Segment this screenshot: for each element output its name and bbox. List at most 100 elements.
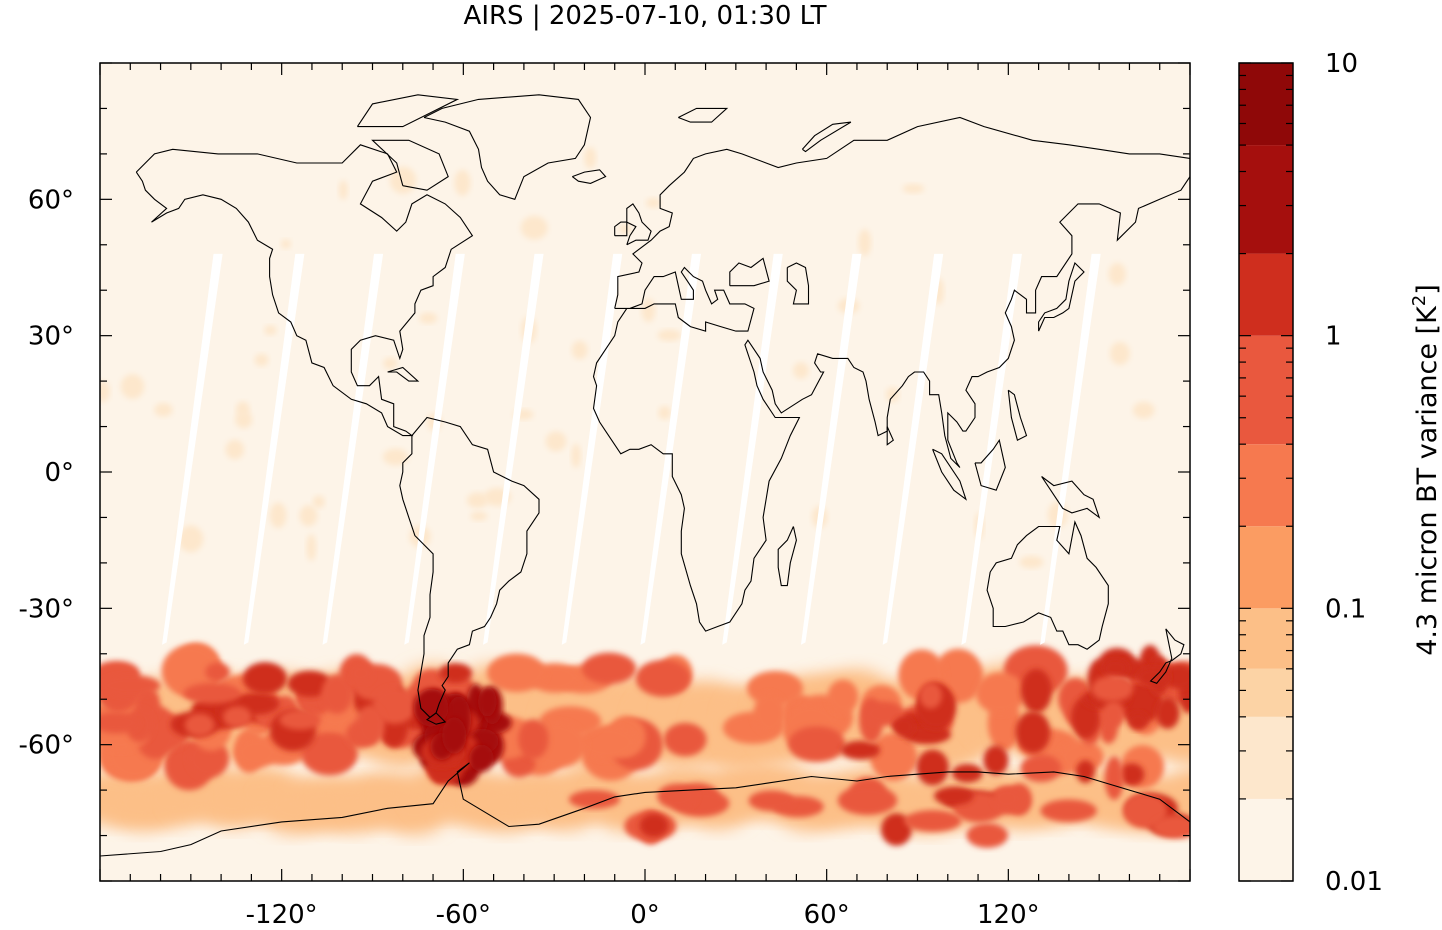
y-tick-label: 30° [28,322,74,352]
australia-coast [986,520,1109,650]
variance-blob [454,169,471,196]
colorbar-band [1239,668,1293,717]
variance-blob [983,745,1009,776]
variance-blob [748,790,795,811]
variance-blob [1155,696,1180,729]
colorbar-tick-label: 10 [1325,49,1358,79]
antarctica-coast [100,762,1190,857]
colorbar-tick-label: 1 [1325,322,1342,352]
variance-blob [902,725,951,745]
x-tick-labels: -120° -60° 0° 60° 120° [246,900,1040,930]
variance-blob [520,215,548,240]
japan-coast [1038,261,1085,332]
x-tick-label: 0° [630,900,660,930]
variance-blob [287,670,333,697]
variance-blob [886,387,900,403]
colorbar-bands [1239,63,1293,881]
variance-blob [1108,262,1126,286]
colorbar: 10 1 0.1 0.01 4.3 micron BT variance [K2] [1238,49,1442,897]
variance-blob [657,783,698,809]
orbit-gap [961,253,1022,645]
variance-blob [1102,701,1125,728]
variance-blob [916,749,949,786]
orbit-gap [162,253,223,645]
variance-blob [657,329,682,342]
x-tick-label: 120° [977,900,1040,930]
orbit-gap [882,253,944,645]
variance-blob [312,495,325,509]
variance-blob [100,380,110,402]
variance-blob [951,764,983,783]
variance-blob [469,744,494,772]
orbit-gap [640,253,702,645]
variance-blob [1119,763,1145,786]
colorbar-band [1239,608,1293,669]
variance-blob [635,659,691,697]
colorbar-band [1239,253,1293,336]
variance-blob [100,711,140,734]
variance-blob [183,682,242,704]
variance-blob [663,722,707,757]
black-sea-coast [729,257,770,287]
colorbar-band [1239,444,1293,527]
orbit-gaps [162,253,1101,645]
variance-blob [864,701,905,726]
y-tick-label: 0° [44,458,74,488]
variance-blob [1020,754,1062,783]
variance-blob [840,740,881,760]
colorbar-band [1239,526,1293,609]
x-tick-label: -120° [246,900,318,930]
variance-blob [120,374,145,399]
coastlines [100,94,1190,857]
colorbar-frame [1238,62,1294,882]
british-isles-coast [626,203,652,246]
variance-blob [299,505,318,527]
variance-blob [658,406,672,420]
cuba-coast [387,366,420,382]
variance-blob [154,402,173,417]
variance-blob [242,662,288,695]
madagascar-coast [777,526,797,587]
orbit-gap [722,253,783,645]
variance-blob [568,789,620,809]
variance-blob [419,312,438,324]
variance-blob [966,822,1009,848]
variance-blob [571,340,588,360]
variance-blob [178,525,204,553]
variance-blob [279,709,321,730]
variance-blob [639,814,669,838]
iceland-coast [571,169,607,184]
x-tick-label: 60° [804,900,850,930]
variance-blob [301,732,358,776]
variance-blob [518,719,549,759]
variance-blob [306,534,317,561]
variance-blob [442,717,467,754]
colorbar-band [1239,798,1293,881]
variance-blob [269,502,287,529]
variance-blob [321,674,353,714]
svalbard-coast [678,107,729,123]
variance-blob [645,197,661,209]
colorbar-band [1239,716,1293,799]
variance-blob [222,706,252,728]
variance-blob [470,511,488,521]
variance-blob [793,362,809,379]
variance-field [100,147,1190,848]
variance-blob [837,785,898,816]
variance-blob [992,786,1022,811]
sumatra-coast [932,448,967,501]
variance-blob [584,147,597,169]
x-tick-label: -60° [436,900,491,930]
variance-blob [933,786,974,806]
y-tick-label: -30° [19,594,74,624]
y-tick-labels: 60° 30° 0° -30° -60° [19,185,74,760]
orbit-gap [404,253,465,645]
variance-blob [478,686,497,717]
variance-blob [184,713,215,737]
variance-blob [893,716,915,737]
variance-blob [280,239,292,249]
variance-blob [1019,555,1044,569]
variance-blob [372,687,417,724]
variance-blob [1122,793,1168,829]
